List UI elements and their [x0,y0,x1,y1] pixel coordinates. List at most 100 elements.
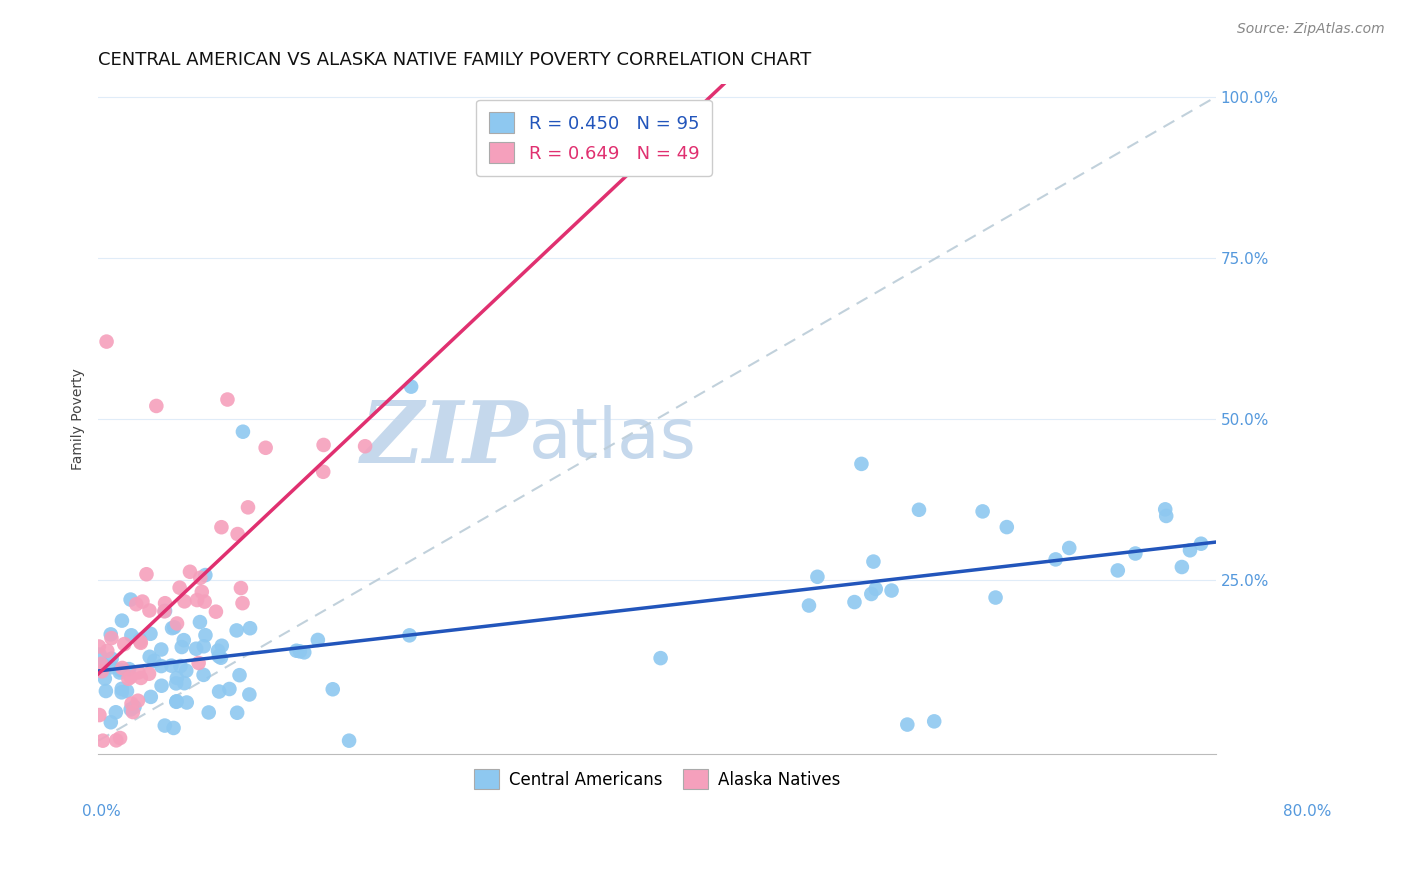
Point [176,696,198,710]
Point [143,654,166,668]
Point [160,621,183,635]
Point [111,685,134,699]
Point [254,441,277,455]
Legend: Central Americans, Alaska Natives: Central Americans, Alaska Natives [467,763,846,796]
Point [225,624,247,638]
Point [184,641,207,656]
Point [135,567,157,582]
Point [170,640,193,654]
Point [108,731,131,745]
Point [398,628,420,642]
Point [118,662,141,676]
Point [139,690,162,704]
Point [169,581,191,595]
Point [399,379,422,393]
Point [96,334,118,349]
Point [162,721,184,735]
Point [232,425,254,439]
Y-axis label: Family Poverty: Family Poverty [72,368,86,470]
Point [150,659,173,673]
Point [880,583,903,598]
Point [163,620,186,634]
Point [995,520,1018,534]
Point [91,733,114,747]
Point [851,457,873,471]
Point [121,697,143,711]
Point [125,597,148,611]
Point [129,636,152,650]
Point [1045,552,1067,566]
Point [122,705,145,719]
Point [1154,502,1177,516]
Point [217,392,239,407]
Point [165,695,187,709]
Point [193,640,215,654]
Point [650,651,672,665]
Point [173,633,195,648]
Point [100,631,122,645]
Point [112,637,135,651]
Point [127,665,149,680]
Point [285,644,308,658]
Point [191,585,214,599]
Point [229,581,252,595]
Point [173,676,195,690]
Point [129,632,152,647]
Point [104,706,127,720]
Point [797,599,820,613]
Point [194,628,217,642]
Point [209,650,232,665]
Point [120,670,142,684]
Point [207,643,229,657]
Point [322,682,344,697]
Point [129,671,152,685]
Point [173,594,195,608]
Point [187,656,209,670]
Point [111,681,134,696]
Point [174,664,197,678]
Point [193,668,215,682]
Point [100,651,122,665]
Point [111,614,134,628]
Point [139,627,162,641]
Point [1154,508,1177,523]
Point [100,660,122,674]
Point [862,555,884,569]
Text: 0.0%: 0.0% [82,805,121,819]
Point [226,706,249,720]
Point [865,582,887,596]
Point [186,593,208,607]
Point [307,632,329,647]
Point [238,688,260,702]
Point [96,644,118,658]
Point [209,520,232,534]
Point [239,621,262,635]
Point [922,714,945,729]
Point [1057,541,1080,555]
Point [87,640,110,654]
Point [166,671,188,685]
Point [120,628,142,642]
Point [129,634,152,648]
Point [153,596,176,610]
Point [337,733,360,747]
Point [169,659,191,673]
Point [108,665,131,680]
Text: CENTRAL AMERICAN VS ALASKA NATIVE FAMILY POVERTY CORRELATION CHART: CENTRAL AMERICAN VS ALASKA NATIVE FAMILY… [98,51,811,69]
Point [138,649,160,664]
Point [205,605,228,619]
Point [90,657,112,671]
Point [111,661,134,675]
Text: Source: ZipAtlas.com: Source: ZipAtlas.com [1237,22,1385,37]
Point [236,500,259,515]
Text: atlas: atlas [529,406,696,473]
Point [89,708,111,723]
Point [160,658,183,673]
Point [153,604,176,618]
Point [860,587,883,601]
Text: ZIP: ZIP [361,397,529,481]
Point [194,568,217,582]
Point [312,465,335,479]
Point [972,504,994,518]
Point [1178,543,1201,558]
